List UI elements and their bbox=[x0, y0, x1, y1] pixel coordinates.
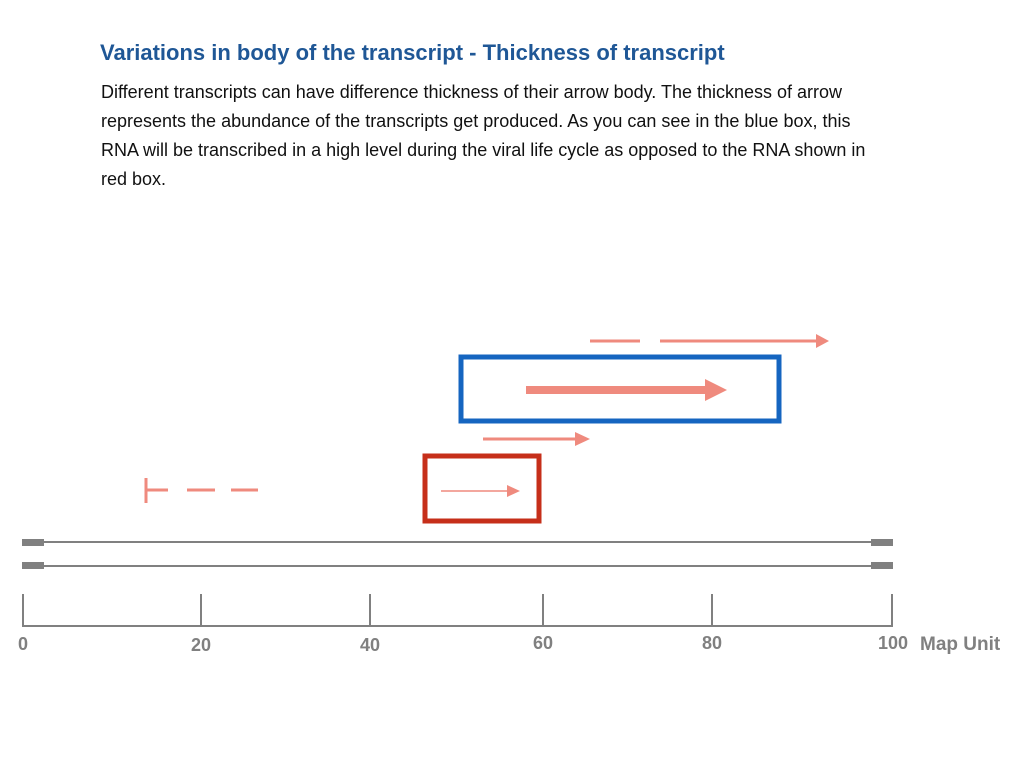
axis-tick-label-20: 20 bbox=[191, 635, 211, 655]
map-unit-axis: 0 20 40 60 80 100 Map Unit bbox=[18, 594, 1001, 655]
genome-strand-2-right-end bbox=[871, 562, 893, 569]
axis-tick-label-0: 0 bbox=[18, 634, 28, 654]
body-line-4: red box. bbox=[101, 169, 167, 189]
transcript-thick-arrowhead bbox=[705, 379, 727, 401]
slide-title: Variations in body of the transcript - T… bbox=[100, 40, 725, 65]
axis-tick-label-100: 100 bbox=[878, 633, 908, 653]
genome-strands bbox=[22, 539, 893, 569]
axis-tick-label-80: 80 bbox=[702, 633, 722, 653]
transcript-middle bbox=[483, 432, 590, 446]
slide-body-text: Different transcripts can have differenc… bbox=[101, 78, 961, 194]
body-line-3: RNA will be transcribed in a high level … bbox=[101, 140, 866, 160]
genome-strand-1-right-end bbox=[871, 539, 893, 546]
blue-highlight-box bbox=[458, 354, 782, 424]
body-line-2: represents the abundance of the transcri… bbox=[101, 111, 851, 131]
red-highlight-box bbox=[422, 453, 542, 524]
transcript-top bbox=[590, 334, 829, 348]
genome-strand-1-left-end bbox=[22, 539, 44, 546]
axis-tick-label-60: 60 bbox=[533, 633, 553, 653]
transcript-thick bbox=[526, 379, 727, 401]
axis-tick-label-40: 40 bbox=[360, 635, 380, 655]
axis-unit-label: Map Unit bbox=[920, 634, 1001, 655]
body-line-1: Different transcripts can have differenc… bbox=[101, 82, 843, 102]
transcript-dashed-left bbox=[144, 478, 258, 503]
genome-strand-2-left-end bbox=[22, 562, 44, 569]
transcript-middle-arrowhead bbox=[575, 432, 590, 446]
transcript-thin bbox=[441, 485, 520, 497]
transcript-thin-arrowhead bbox=[507, 485, 520, 497]
transcript-top-arrowhead bbox=[816, 334, 829, 348]
